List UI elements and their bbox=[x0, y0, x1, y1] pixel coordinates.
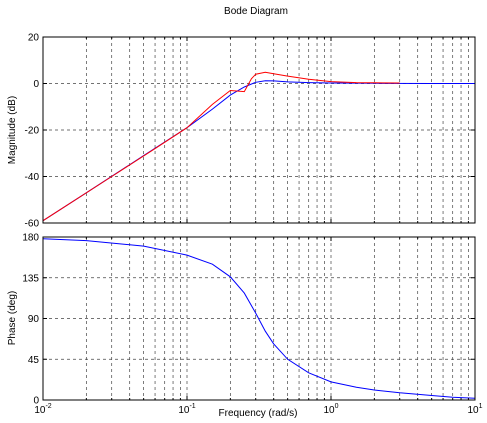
magnitude-y-tick-label: 20 bbox=[28, 33, 40, 44]
x-tick-exponent: 0 bbox=[335, 403, 339, 410]
phase-y-tick-label: 90 bbox=[28, 314, 40, 325]
x-tick-label: 100 bbox=[323, 403, 338, 416]
magnitude-grid bbox=[43, 37, 475, 223]
magnitude-y-tick-label: -20 bbox=[25, 126, 40, 137]
magnitude-y-tick-label: 0 bbox=[33, 79, 39, 90]
magnitude-y-tick-label: -60 bbox=[25, 219, 40, 230]
phase-y-tick-label: 0 bbox=[33, 396, 39, 407]
x-tick-label: 10-2 bbox=[34, 403, 51, 416]
phase-y-tick-label: 135 bbox=[22, 273, 39, 284]
magnitude-y-tick-label: -40 bbox=[25, 172, 40, 183]
magnitude-series-line-1 bbox=[42, 71, 400, 222]
phase-plot: 180 135 90 45 0 Phase (deg) bbox=[7, 233, 476, 407]
x-tick-label: 101 bbox=[467, 403, 482, 416]
magnitude-plot: 20 0 -20 -40 -60 Magnitude (dB) bbox=[7, 33, 476, 230]
phase-series-line-0 bbox=[42, 238, 476, 399]
x-axis-label: Frequency (rad/s) bbox=[219, 408, 298, 419]
magnitude-ylabel: Magnitude (dB) bbox=[7, 96, 18, 164]
x-tick-exponent: -2 bbox=[45, 403, 51, 410]
x-tick-label: 10-1 bbox=[178, 403, 195, 416]
chart-title: Bode Diagram bbox=[224, 6, 288, 17]
phase-ylabel: Phase (deg) bbox=[7, 291, 18, 345]
magnitude-series bbox=[42, 71, 475, 222]
phase-y-tick-label: 45 bbox=[28, 355, 40, 366]
magnitude-frame bbox=[42, 36, 476, 224]
x-tick-exponent: 1 bbox=[479, 403, 483, 410]
phase-y-tick-label: 180 bbox=[22, 233, 39, 244]
phase-frame bbox=[42, 236, 476, 401]
phase-series bbox=[42, 238, 476, 399]
x-tick-exponent: -1 bbox=[189, 403, 195, 410]
